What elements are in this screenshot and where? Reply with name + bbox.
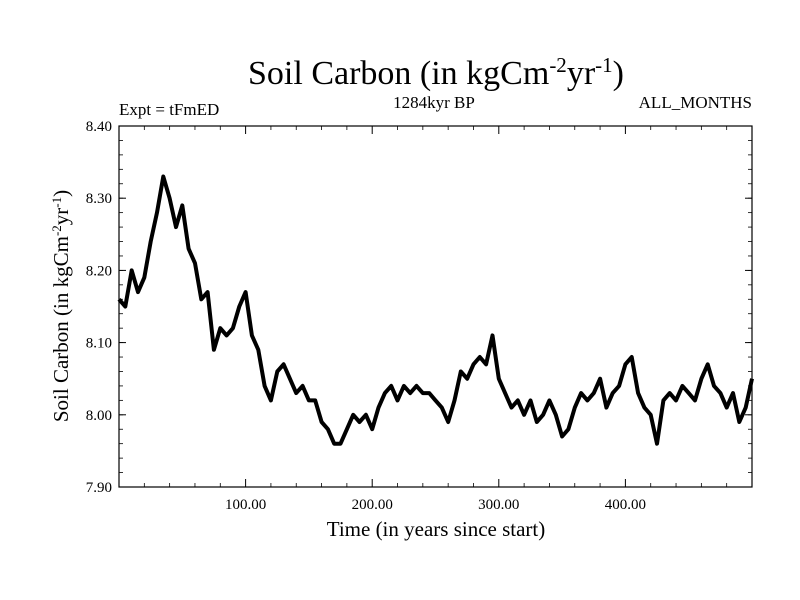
x-axis-label: Time (in years since start)	[327, 517, 546, 541]
plot-frame	[118, 125, 753, 488]
y-axis-ticks: 7.90 8.00 8.10 8.20 8.30 8.40	[86, 119, 752, 496]
y-tick-label: 7.90	[86, 480, 112, 496]
x-tick-label: 100.00	[225, 497, 266, 513]
x-tick-label: 200.00	[352, 497, 393, 513]
y-tick-label: 8.10	[86, 336, 112, 352]
subtitle-right: ALL_MONTHS	[639, 93, 752, 112]
soil-carbon-series-line	[117, 174, 754, 446]
y-tick-label: 8.00	[86, 408, 112, 424]
y-tick-label: 8.30	[86, 191, 112, 207]
x-tick-label: 400.00	[605, 497, 646, 513]
y-tick-label: 8.20	[86, 263, 112, 279]
subtitle-left: Expt = tFmED	[119, 100, 219, 119]
chart-title: Soil Carbon (in kgCm-2yr-1)	[248, 53, 624, 92]
y-axis-label: Soil Carbon (in kgCm-2yr-1)	[49, 190, 74, 422]
subtitle-center: 1284kyr BP	[393, 93, 475, 112]
y-tick-label: 8.40	[86, 119, 112, 135]
x-axis-ticks: 100.00 200.00 300.00 400.00	[143, 126, 728, 513]
x-tick-label: 300.00	[478, 497, 519, 513]
